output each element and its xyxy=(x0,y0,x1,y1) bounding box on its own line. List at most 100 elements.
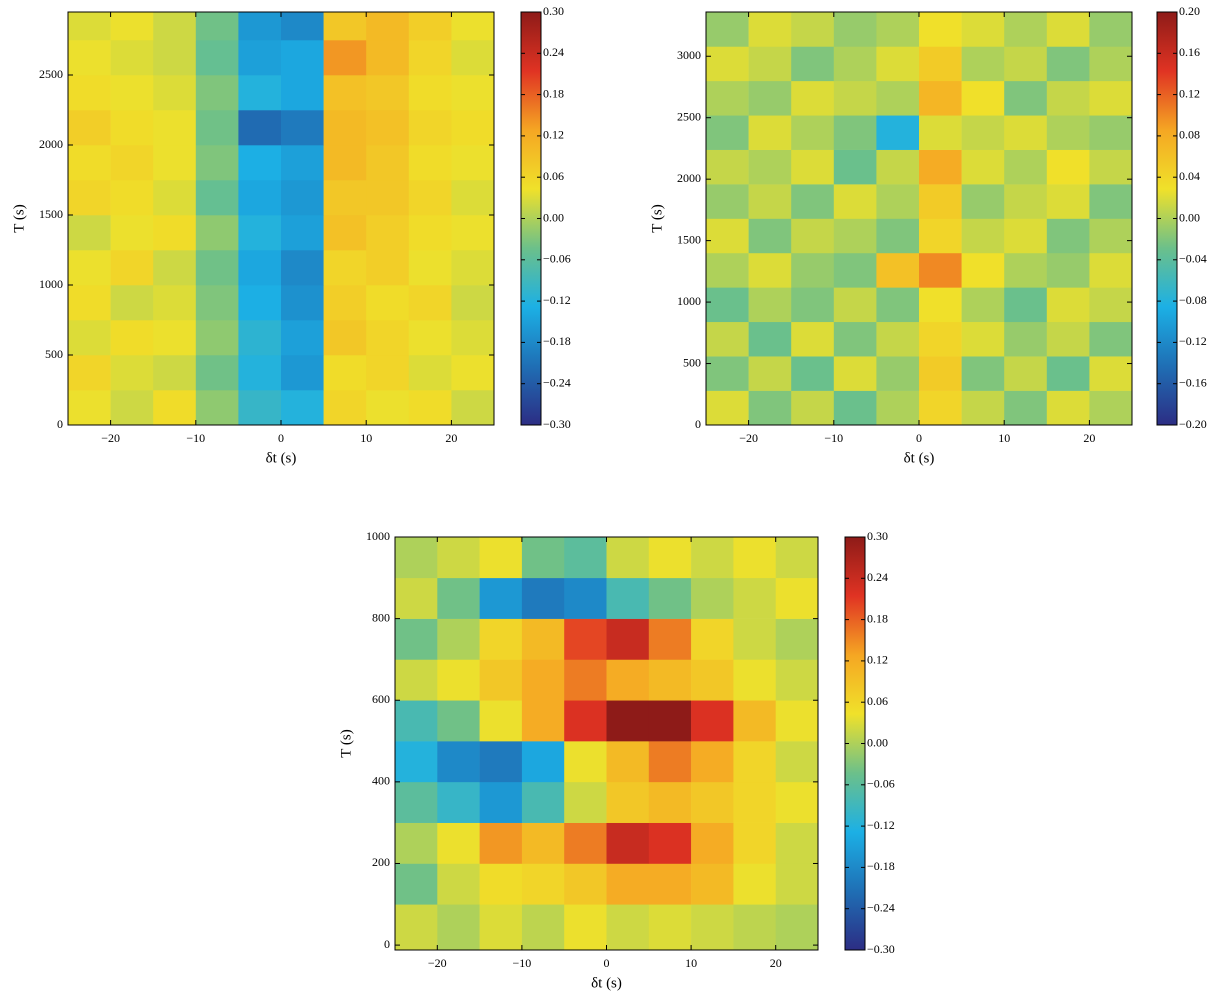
colorbar-tick-label: −0.16 xyxy=(1179,375,1207,389)
heat-cell xyxy=(153,390,197,426)
heat-cell xyxy=(775,904,819,951)
heat-cell xyxy=(153,145,197,181)
heat-cell xyxy=(1004,390,1048,426)
heat-cell xyxy=(451,12,495,41)
heat-cell xyxy=(564,781,607,823)
heat-cell xyxy=(408,145,452,181)
heat-cell xyxy=(748,80,792,116)
heat-cell xyxy=(323,110,367,146)
heat-cell xyxy=(451,75,495,111)
heat-cell xyxy=(451,285,495,321)
heat-cell xyxy=(110,75,154,111)
heat-cell xyxy=(748,390,792,426)
y-tick-label: 2500 xyxy=(39,67,63,81)
heat-cell xyxy=(961,218,1005,254)
heat-cell xyxy=(479,700,523,742)
heat-cell xyxy=(1089,252,1133,288)
heat-cell xyxy=(437,904,480,951)
heat-cell xyxy=(876,115,920,150)
heat-cell xyxy=(706,356,749,391)
heat-cell xyxy=(408,110,452,146)
heat-cell xyxy=(68,320,111,356)
heat-cell xyxy=(153,75,197,111)
colorbar-tick-label: 0.00 xyxy=(543,210,564,224)
heat-cell xyxy=(961,149,1005,185)
heat-cell xyxy=(1089,321,1133,357)
colorbar-tick-label: 0.30 xyxy=(867,529,888,543)
heat-cell xyxy=(564,577,607,619)
heat-cell xyxy=(366,40,410,76)
heat-cell xyxy=(775,659,819,701)
heat-cell xyxy=(437,822,480,864)
y-tick-label: 800 xyxy=(372,610,390,624)
heat-cell xyxy=(606,659,650,701)
heat-cell xyxy=(919,321,962,357)
heat-cell xyxy=(1004,356,1048,391)
colorbar-tick-label: 0.16 xyxy=(1179,45,1200,59)
heat-cell xyxy=(1089,149,1133,185)
heat-cell xyxy=(833,149,877,185)
heat-cell xyxy=(110,40,154,76)
colorbar-tick-label: −0.06 xyxy=(867,777,895,791)
heat-cell xyxy=(437,700,480,742)
colorbar-tick-label: 0.24 xyxy=(867,570,888,584)
heat-cell xyxy=(153,110,197,146)
colorbar-tick-label: 0.00 xyxy=(867,735,888,749)
heat-cell xyxy=(691,822,734,864)
heat-cell xyxy=(706,46,749,82)
heat-cell xyxy=(281,145,324,181)
y-tick-label: 400 xyxy=(372,774,390,788)
heat-cell xyxy=(408,12,452,41)
heat-cell xyxy=(791,252,835,288)
heat-cell xyxy=(748,321,792,357)
heat-cell xyxy=(238,355,282,391)
heat-cell xyxy=(691,781,734,823)
colorbar-tick-label: −0.08 xyxy=(1179,293,1207,307)
heat-cell xyxy=(521,537,565,579)
heat-cell xyxy=(281,40,324,76)
heat-cell xyxy=(748,287,792,323)
heat-cell xyxy=(521,781,565,823)
heat-cell xyxy=(961,12,1005,47)
heat-cell xyxy=(748,184,792,219)
heat-cell xyxy=(919,287,962,323)
heat-cell xyxy=(564,741,607,783)
heat-cell xyxy=(833,390,877,426)
y-tick-label: 1000 xyxy=(39,277,63,291)
heat-cell xyxy=(1089,46,1133,82)
heat-cell xyxy=(451,320,495,356)
heat-cell xyxy=(748,252,792,288)
y-tick-label: 1500 xyxy=(39,207,63,221)
heat-cell xyxy=(961,390,1005,426)
heat-cell xyxy=(451,250,495,286)
heat-cell xyxy=(408,285,452,321)
colorbar-tick-label: 0.18 xyxy=(867,611,888,625)
heat-cell xyxy=(1004,321,1048,357)
heat-cell xyxy=(1046,321,1090,357)
heat-cell xyxy=(1089,390,1133,426)
heat-cell xyxy=(110,110,154,146)
heat-cell xyxy=(479,577,523,619)
colorbar-tick-label: 0.04 xyxy=(1179,169,1200,183)
y-tick-label: 1000 xyxy=(366,529,390,543)
heat-cell xyxy=(195,355,239,391)
heat-cell xyxy=(919,390,962,426)
heat-cell xyxy=(876,321,920,357)
heat-cell xyxy=(1089,80,1133,116)
heat-cell xyxy=(564,537,607,579)
heat-cell xyxy=(395,904,438,951)
colorbar-tick-label: 0.06 xyxy=(543,169,564,183)
heat-cell xyxy=(1089,115,1133,150)
heat-cell xyxy=(437,741,480,783)
heat-cell xyxy=(238,320,282,356)
heat-cell xyxy=(323,180,367,216)
colorbar-tick-label: −0.12 xyxy=(867,818,895,832)
heat-cell xyxy=(437,537,480,579)
heat-cell xyxy=(366,355,410,391)
heat-cell xyxy=(876,149,920,185)
heat-cell xyxy=(395,659,438,701)
colorbar-tick-label: −0.18 xyxy=(867,859,895,873)
heat-cell xyxy=(876,80,920,116)
heat-cell xyxy=(833,115,877,150)
